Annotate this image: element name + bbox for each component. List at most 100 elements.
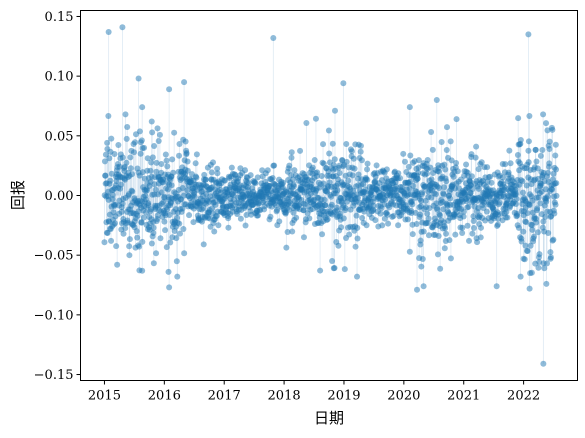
data-point bbox=[166, 284, 173, 291]
data-point bbox=[514, 152, 521, 159]
data-point bbox=[129, 171, 136, 178]
data-point bbox=[289, 176, 296, 183]
data-point bbox=[544, 127, 551, 134]
data-point bbox=[454, 168, 461, 175]
data-point bbox=[237, 165, 244, 172]
data-point bbox=[407, 178, 414, 185]
data-point bbox=[109, 191, 116, 198]
data-point bbox=[437, 265, 444, 272]
data-point bbox=[523, 182, 530, 189]
data-point bbox=[410, 182, 417, 189]
data-point bbox=[346, 231, 353, 238]
y-axis-ticks: −0.15 −0.10 −0.05 0.00 0.05 0.10 0.15 bbox=[34, 10, 81, 383]
data-point bbox=[474, 239, 481, 246]
data-point bbox=[297, 147, 304, 154]
data-point bbox=[413, 221, 420, 228]
data-point bbox=[254, 174, 261, 181]
data-point bbox=[543, 280, 550, 287]
data-point bbox=[415, 157, 422, 164]
data-point bbox=[415, 169, 422, 176]
data-point bbox=[119, 200, 126, 207]
data-point bbox=[230, 191, 237, 198]
data-point bbox=[540, 360, 547, 367]
data-point bbox=[284, 229, 291, 236]
data-point bbox=[397, 175, 404, 182]
data-point bbox=[150, 229, 157, 236]
data-point bbox=[534, 229, 541, 236]
data-point bbox=[459, 224, 466, 231]
data-point bbox=[150, 224, 157, 231]
y-tick-label: −0.10 bbox=[34, 308, 74, 323]
data-point bbox=[326, 179, 333, 186]
data-point bbox=[540, 218, 547, 225]
data-point bbox=[312, 115, 319, 122]
data-point bbox=[191, 193, 198, 200]
data-point bbox=[552, 141, 559, 148]
data-point bbox=[483, 208, 490, 215]
data-point bbox=[512, 201, 519, 208]
data-point bbox=[182, 138, 189, 145]
data-point bbox=[373, 162, 380, 169]
data-point bbox=[533, 158, 540, 165]
data-point bbox=[549, 186, 556, 193]
x-tick-label: 2019 bbox=[327, 389, 360, 404]
data-point bbox=[475, 205, 482, 212]
data-point bbox=[170, 169, 177, 176]
data-point bbox=[149, 129, 156, 136]
data-point bbox=[395, 170, 402, 177]
data-point bbox=[525, 159, 532, 166]
data-point bbox=[320, 141, 327, 148]
data-point bbox=[326, 150, 333, 157]
data-point bbox=[118, 208, 125, 215]
data-point bbox=[137, 150, 144, 157]
data-point bbox=[434, 251, 441, 258]
data-point bbox=[109, 196, 116, 203]
data-point bbox=[549, 126, 556, 133]
data-point bbox=[139, 104, 146, 111]
data-point bbox=[289, 228, 296, 235]
y-tick-label: −0.15 bbox=[34, 368, 74, 383]
data-point bbox=[123, 159, 130, 166]
data-point bbox=[134, 212, 141, 219]
data-point bbox=[390, 213, 397, 220]
data-point bbox=[290, 209, 297, 216]
data-point bbox=[353, 212, 360, 219]
data-point bbox=[180, 192, 187, 199]
data-point bbox=[354, 235, 361, 242]
data-point bbox=[350, 187, 357, 194]
data-point bbox=[139, 238, 146, 245]
data-point bbox=[173, 258, 180, 265]
data-point bbox=[477, 234, 484, 241]
data-point bbox=[186, 212, 193, 219]
data-point bbox=[536, 251, 543, 258]
data-point bbox=[303, 120, 310, 127]
data-point bbox=[169, 156, 176, 163]
data-point bbox=[343, 158, 350, 165]
data-point bbox=[183, 149, 190, 156]
data-point bbox=[151, 181, 158, 188]
data-point bbox=[271, 162, 278, 169]
data-point bbox=[359, 215, 366, 222]
data-point bbox=[157, 235, 164, 242]
data-point bbox=[436, 212, 443, 219]
data-point bbox=[247, 172, 254, 179]
data-point bbox=[553, 166, 560, 173]
data-point bbox=[515, 115, 522, 122]
data-point bbox=[171, 129, 178, 136]
data-point bbox=[505, 169, 512, 176]
data-point bbox=[314, 169, 321, 176]
x-tick-label: 2021 bbox=[447, 389, 480, 404]
data-point bbox=[166, 212, 173, 219]
data-point bbox=[552, 152, 559, 159]
data-point bbox=[150, 260, 157, 267]
data-point bbox=[468, 173, 475, 180]
data-point bbox=[336, 170, 343, 177]
data-point bbox=[243, 211, 250, 218]
data-point bbox=[162, 151, 169, 158]
data-point bbox=[440, 206, 447, 213]
data-point bbox=[414, 286, 421, 293]
y-tick-label: 0.00 bbox=[45, 189, 74, 204]
data-point bbox=[173, 235, 180, 242]
data-point bbox=[136, 243, 143, 250]
data-point bbox=[111, 220, 118, 227]
